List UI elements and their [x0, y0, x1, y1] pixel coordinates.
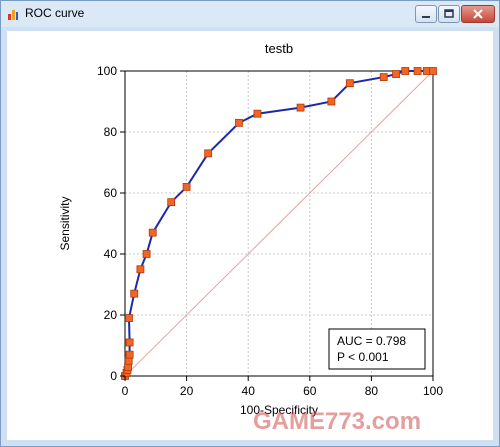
x-axis-ticks: 0 20 40 60 80 100: [122, 376, 443, 398]
roc-point-marker: [296, 103, 305, 112]
chart-title: testb: [265, 41, 293, 56]
y-tick-label: 60: [104, 186, 118, 200]
chart-app-icon: [8, 10, 18, 20]
y-axis-label: Sensitivity: [58, 196, 72, 250]
roc-point-marker: [413, 67, 422, 75]
x-tick-label: 20: [180, 384, 194, 398]
roc-point-marker: [125, 338, 134, 347]
reference-diagonal-line: [124, 70, 434, 377]
roc-point-marker: [327, 97, 336, 106]
roc-point-marker: [136, 265, 145, 274]
y-tick-label: 0: [110, 369, 117, 383]
roc-chart: 0 20 40 60 80 100 0 20 40 60 80 100 testb 100-Spec…: [58, 41, 443, 435]
auc-text: AUC = 0.798: [337, 334, 406, 348]
title-bar[interactable]: ROC curve: [1, 1, 499, 27]
minimize-button[interactable]: [415, 5, 437, 23]
y-axis-ticks: 0 20 40 60 80 100: [97, 64, 125, 383]
watermark-text: GAME773.com: [253, 408, 421, 435]
x-tick-label: 100: [423, 384, 443, 398]
plot-frame: [124, 70, 434, 377]
x-tick-label: 60: [303, 384, 317, 398]
y-tick-label: 20: [104, 308, 118, 322]
close-button[interactable]: [461, 5, 495, 23]
roc-markers: [121, 67, 437, 380]
x-tick-label: 80: [365, 384, 379, 398]
roc-point-marker: [235, 118, 243, 127]
roc-point-marker: [392, 70, 400, 78]
roc-point-marker: [429, 67, 437, 75]
annotation-frame: [328, 328, 426, 370]
y-tick-label: 100: [97, 64, 117, 78]
roc-point-marker: [125, 314, 133, 322]
roc-point-marker: [204, 149, 213, 158]
x-tick-label: 0: [122, 384, 129, 398]
x-axis-label: 100-Specificity: [240, 403, 318, 417]
chart-area: 0 20 40 60 80 100 0 20 40 60 80 100 testb 100-Spec…: [7, 31, 493, 440]
window-title: ROC curve: [25, 6, 85, 20]
p-value-text: P < 0.001: [337, 350, 389, 364]
roc-point-marker: [345, 79, 354, 88]
roc-point-marker: [182, 182, 191, 191]
roc-point-marker: [148, 228, 157, 237]
roc-point-marker: [253, 109, 262, 118]
close-icon: [473, 9, 483, 19]
roc-point-marker: [130, 289, 139, 298]
roc-point-marker: [125, 350, 134, 359]
y-tick-label: 40: [104, 247, 118, 261]
x-tick-label: 40: [242, 384, 256, 398]
roc-point-marker: [167, 198, 176, 207]
roc-point-marker: [142, 250, 151, 258]
maximize-icon: [444, 9, 454, 18]
roc-point-marker: [401, 67, 410, 75]
y-tick-label: 80: [104, 125, 118, 139]
minimize-icon: [422, 16, 430, 18]
auc-annotation-box: AUC = 0.798 P < 0.001: [328, 328, 426, 370]
roc-point-marker: [379, 73, 388, 81]
maximize-button[interactable]: [438, 5, 460, 23]
